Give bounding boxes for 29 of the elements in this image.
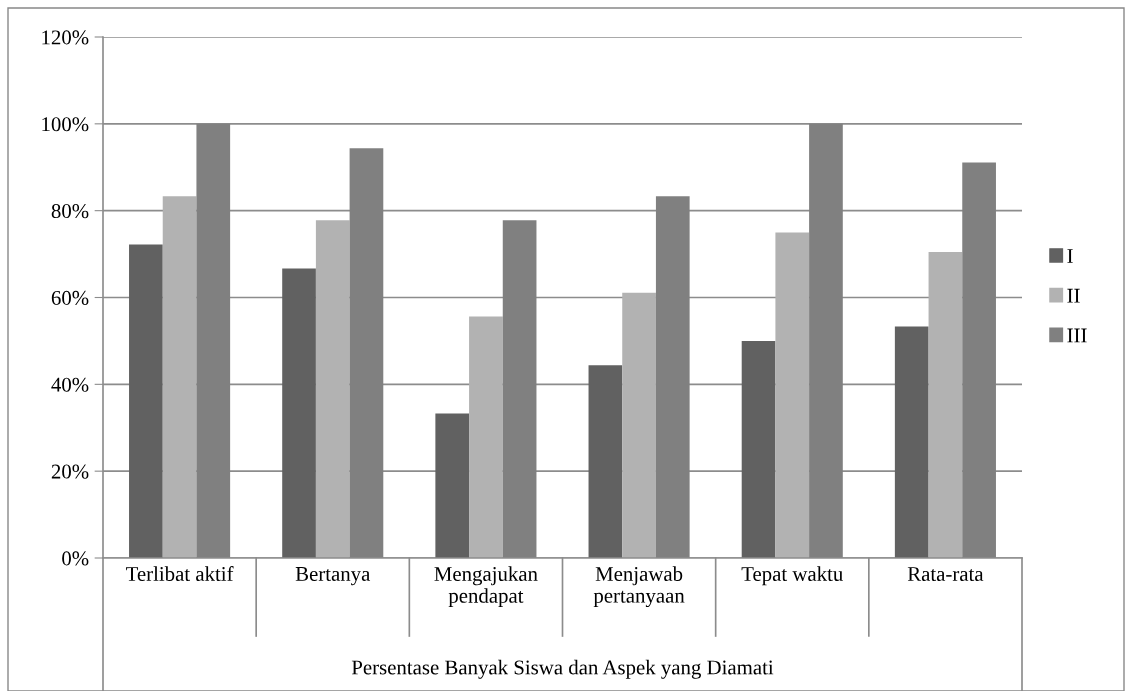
legend-label: III [1067,328,1087,343]
bar [315,220,350,558]
x-tick-label: Tepat waktu [741,566,843,586]
bar [162,196,197,558]
bar [775,232,810,558]
y-tick-label: 40% [51,377,89,392]
bar [622,292,656,558]
x-tick-label: Mengajukan pendapat [434,566,538,608]
x-tick-label: Bertanya [295,567,371,586]
x-axis-title: Persentase Banyak Siswa dan Aspek yang Diamati [351,659,774,679]
y-tick-label: 120% [42,30,89,45]
y-tick-label: 20% [51,464,89,479]
legend-label: I [1067,249,1073,263]
bar [282,268,316,558]
y-tick-label: 100% [42,117,89,132]
y-tick-label: 80% [51,204,89,219]
x-tick-label: Terlibat aktif [126,566,234,581]
legend-label: II [1067,288,1080,303]
y-tick-label: 60% [51,290,89,305]
bar [469,316,503,558]
bar [894,326,929,558]
bar [435,413,470,558]
bar [741,340,776,558]
bar [129,244,163,558]
x-tick-label: Rata-rata [907,567,984,581]
y-tick-label: 0% [62,551,89,566]
x-tick-label: Menjawab pertanyaan [593,566,685,608]
bar [588,365,623,558]
bar [928,251,963,558]
